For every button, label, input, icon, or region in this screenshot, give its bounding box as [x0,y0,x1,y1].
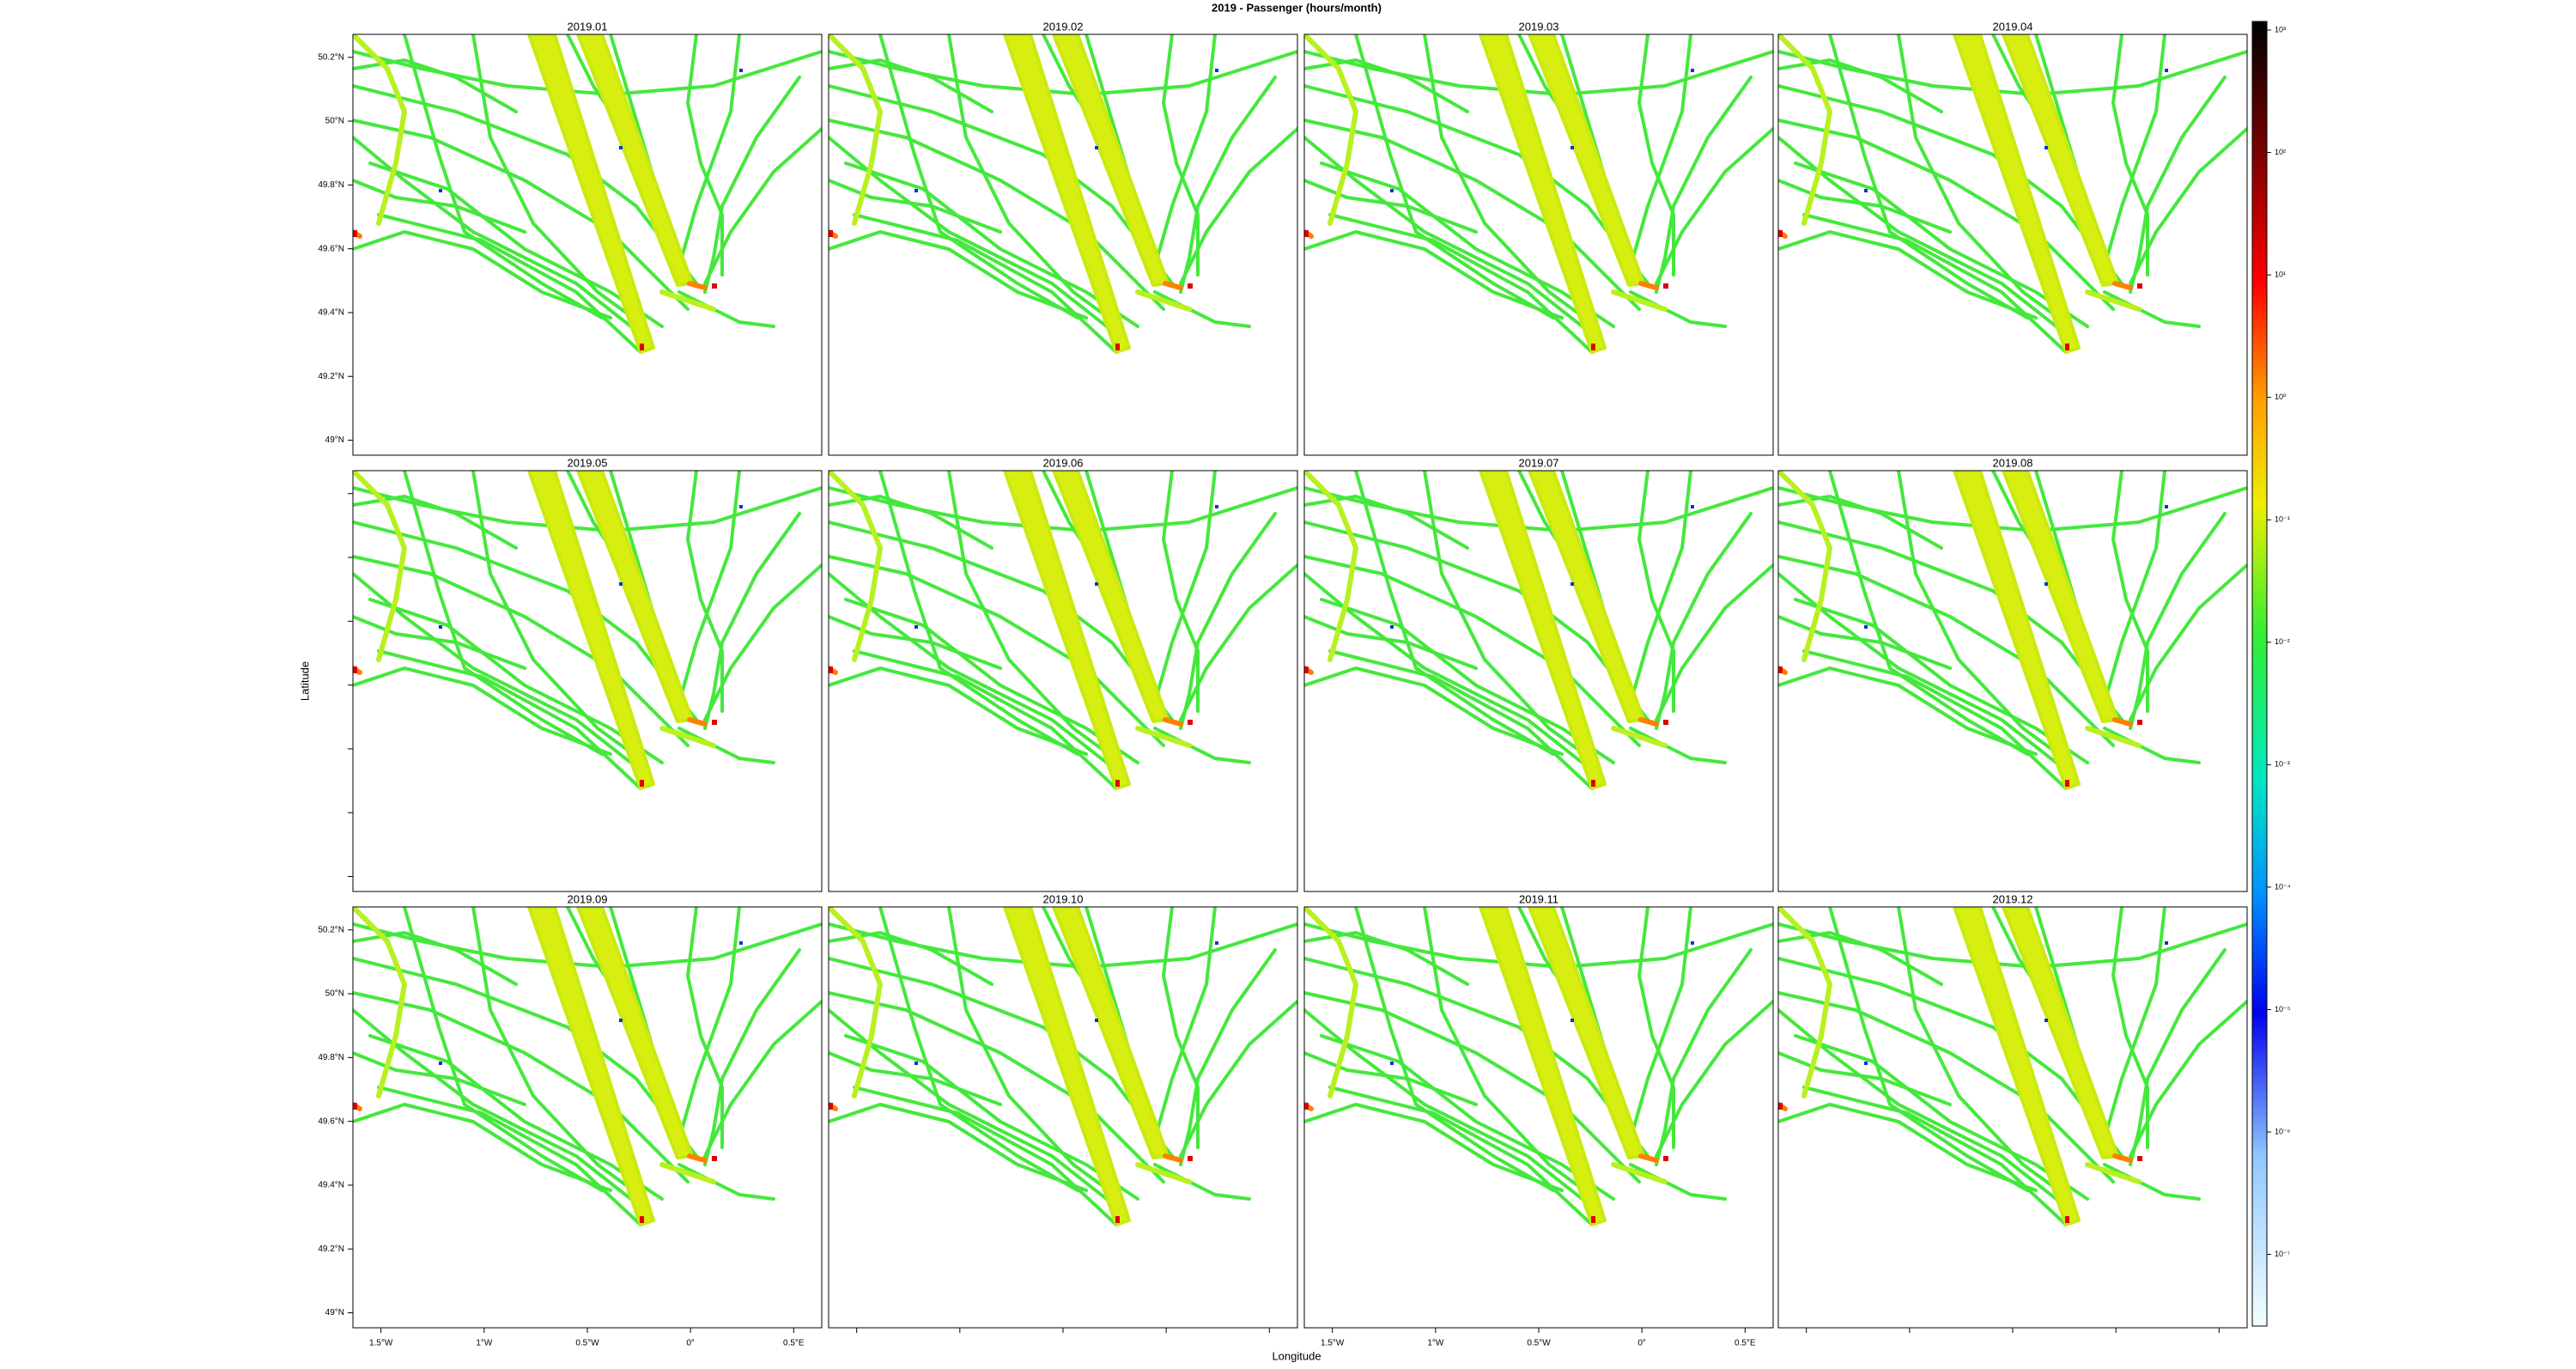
panel-title: 2019.10 [1043,892,1084,905]
y-tick-label: 49.6°N [318,1116,344,1126]
panel-title: 2019.11 [1519,892,1558,905]
x-tick-label: 0° [1637,1339,1646,1348]
colorbar-tick-label: 10² [2275,148,2286,156]
panel-title: 2019.03 [1519,20,1559,33]
y-tick-label: 49.8°N [318,1053,344,1062]
colorbar-tick-label: 10⁻⁴ [2275,882,2291,891]
x-tick-label: 1.5°W [1321,1339,1345,1348]
y-axis-label: Latitude [298,661,311,701]
panel-title: 2019.04 [1993,20,2033,33]
colorbar-tick-label: 10⁰ [2275,392,2287,401]
x-tick-label: 1°W [1427,1339,1444,1348]
colorbar-tick-label: 10⁻⁶ [2275,1127,2291,1135]
y-tick-label: 50°N [325,117,344,126]
y-tick-label: 50.2°N [318,52,344,62]
panel-frame [828,33,1298,456]
panel-title: 2019.05 [568,456,608,469]
x-tick-label: 0° [686,1339,695,1348]
ship-tracks [1304,34,1773,352]
x-tick-label: 1.5°W [369,1339,393,1348]
panel-title: 2019.09 [568,892,608,905]
colorbar-tick-label: 10⁻⁷ [2275,1250,2290,1258]
x-tick-label: 1°W [476,1339,493,1348]
panel-title: 2019.08 [1993,456,2033,469]
y-tick-label: 50°N [325,989,344,999]
y-tick-label: 49.2°N [318,372,344,381]
y-tick-label: 50.2°N [318,925,344,934]
panel-frame [352,470,823,892]
panel-title: 2019.01 [568,20,608,33]
panel-title: 2019.02 [1043,20,1084,33]
y-tick-label: 49°N [325,435,344,445]
panel-frame [1303,33,1774,456]
x-tick-label: 0.5°W [575,1339,599,1348]
panel-title: 2019.06 [1043,456,1084,469]
ship-tracks [1778,34,2247,352]
ship-tracks [829,471,1297,788]
ship-tracks [1778,471,2247,788]
ship-tracks [829,907,1297,1225]
colorbar-tick-label: 10³ [2275,25,2286,33]
y-tick-label: 49.4°N [318,1181,344,1190]
panel-frame [1777,33,2248,456]
ship-tracks [1304,907,1773,1225]
ship-tracks [353,34,822,352]
colorbar-tick-label: 10⁻¹ [2275,515,2290,524]
panel-title: 2019.07 [1519,456,1559,469]
panel-frame [352,33,823,456]
panel-title: 2019.12 [1993,892,2033,905]
x-tick-label: 0.5°E [783,1339,805,1348]
y-tick-label: 49°N [325,1308,344,1317]
ship-tracks [1304,471,1773,788]
figure-title: 2019 - Passenger (hours/month) [1212,1,1382,14]
x-tick-label: 0.5°E [1735,1339,1756,1348]
y-tick-label: 49.6°N [318,244,344,253]
x-axis-label: Longitude [1272,1349,1321,1362]
y-tick-label: 49.4°N [318,308,344,318]
colorbar-tick-label: 10⁻⁵ [2275,1005,2291,1013]
colorbar-tick-label: 10⁻³ [2275,760,2290,769]
ship-tracks [353,471,822,788]
colorbar-tick-label: 10¹ [2275,270,2286,278]
panel-frame [1777,470,2248,892]
ship-tracks [829,34,1297,352]
y-tick-label: 49.8°N [318,180,344,190]
ship-tracks [353,907,822,1225]
y-tick-label: 49.2°N [318,1244,344,1254]
colorbar-tick-label: 10⁻² [2275,637,2290,646]
panel-frame [1303,470,1774,892]
ship-tracks [1778,907,2247,1225]
panel-frame [828,470,1298,892]
colorbar [2251,21,2268,1327]
x-tick-label: 0.5°W [1527,1339,1551,1348]
